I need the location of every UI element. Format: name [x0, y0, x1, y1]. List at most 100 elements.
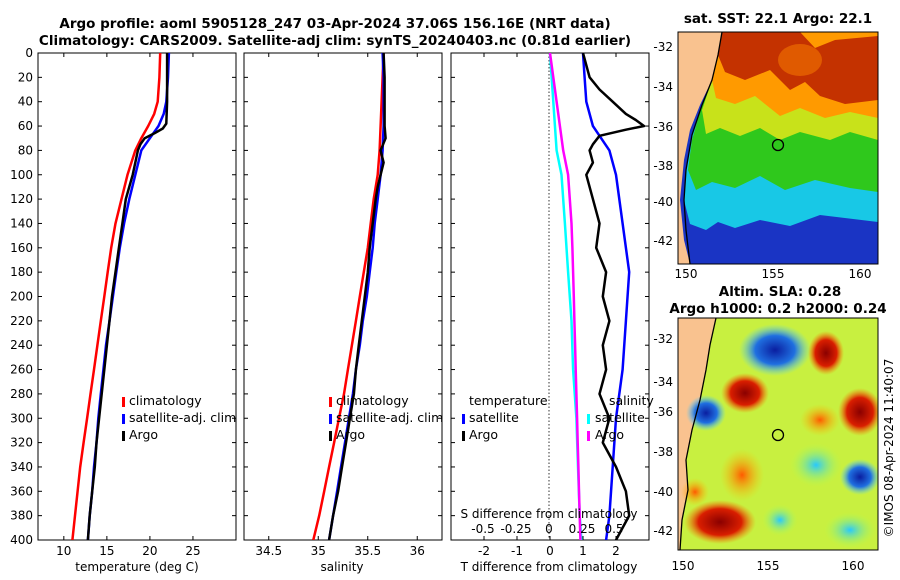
sla-map-field	[678, 318, 878, 550]
legend-label-argo: Argo	[336, 427, 365, 442]
legend-swatch-t-argo	[462, 431, 465, 441]
temperature-xlabel: temperature (deg C)	[75, 560, 198, 574]
series-line-satellite-adj-clim	[86, 53, 171, 540]
s-diff-tick: 0.25	[569, 522, 596, 536]
difference-panel: -2 -1 0 1 2 T difference from climatology S …	[450, 52, 654, 574]
depth-tick-label: 100	[10, 168, 33, 182]
depth-tick-label: 20	[18, 70, 33, 84]
depth-tick-label: 220	[10, 314, 33, 328]
x-tick-label: 0	[546, 544, 554, 558]
series-line-t-argo	[581, 53, 646, 540]
difference-legend: temperature salinity satellite Argo sate…	[462, 393, 654, 442]
map-lon-tick: 150	[675, 267, 698, 281]
map-lat-tick: -36	[653, 120, 673, 134]
depth-tick-label: 140	[10, 216, 33, 230]
sla-map-title-2: Argo h1000: 0.2 h2000: 0.24	[669, 301, 886, 317]
temperature-axes-frame	[37, 52, 237, 541]
map-lon-tick: 150	[672, 559, 695, 573]
map-lat-tick: -38	[653, 445, 673, 459]
depth-tick-label: 360	[10, 484, 33, 498]
depth-tick-label: 200	[10, 290, 33, 304]
map-lon-tick: 160	[842, 559, 865, 573]
legend-label-argo: Argo	[129, 427, 158, 442]
sst-eddy	[778, 44, 822, 76]
difference-axes-frame	[450, 52, 650, 541]
salinity-x-ticks: 34.5 35 35.5 36	[255, 53, 425, 558]
series-line-satellite-adj-clim	[327, 53, 385, 540]
title-line-1: Argo profile: aoml 5905128_247 03-Apr-20…	[59, 16, 610, 32]
salinity-difference-ticks: -0.5 -0.25 0 0.25 0.5	[471, 522, 623, 536]
map-lat-tick: -40	[653, 485, 673, 499]
series-line-argo	[86, 53, 169, 540]
sst-map-title: sat. SST: 22.1 Argo: 22.1	[684, 11, 872, 27]
depth-tick-label: 340	[10, 460, 33, 474]
x-tick-label: 2	[612, 544, 620, 558]
depth-tick-label: 160	[10, 241, 33, 255]
map-lat-tick: -32	[653, 40, 673, 54]
depth-tick-label: 320	[10, 436, 33, 450]
s-diff-tick: 0.5	[604, 522, 623, 536]
temperature-legend: climatology satellite-adj. clim Argo	[122, 393, 236, 442]
map-lon-tick: 155	[757, 559, 780, 573]
salinity-legend: climatology satellite-adj. clim Argo	[329, 393, 443, 442]
x-tick-label: 36	[410, 544, 425, 558]
depth-tick-label: 80	[18, 143, 33, 157]
depth-tick-label: 400	[10, 533, 33, 547]
legend-swatch-argo	[122, 431, 125, 441]
legend-label-s-satellite: satellite	[595, 410, 645, 425]
legend-swatch-climatology	[329, 397, 332, 407]
series-line-t-satellite	[581, 53, 631, 540]
sla-map-y-ticks: -32 -34 -36 -38 -40 -42	[653, 332, 673, 538]
sla-eddies	[681, 324, 878, 548]
sla-map-x-ticks: 150 155 160	[672, 559, 865, 573]
sla-map-frame	[677, 317, 879, 551]
difference-xlabel-top: S difference from climatology	[461, 507, 638, 521]
legend-swatch-climatology	[122, 397, 125, 407]
legend-title-salinity: salinity	[609, 393, 654, 408]
depth-tick-label: 40	[18, 95, 33, 109]
s-diff-tick: -0.25	[500, 522, 531, 536]
legend-label-t-argo: Argo	[469, 427, 498, 442]
x-tick-label: 10	[56, 544, 71, 558]
series-line-s-satellite	[548, 53, 583, 540]
x-tick-label: 1	[579, 544, 587, 558]
legend-swatch-s-argo	[587, 431, 590, 441]
depth-tick-label: 240	[10, 338, 33, 352]
map-lat-tick: -34	[653, 375, 673, 389]
legend-label-s-argo: Argo	[595, 427, 624, 442]
map-lat-tick: -38	[653, 159, 673, 173]
depth-tick-label: 280	[10, 387, 33, 401]
sst-map-y-ticks: -32 -34 -36 -38 -40 -42	[653, 40, 673, 248]
legend-swatch-satellite	[122, 414, 125, 424]
x-tick-label: 35.5	[354, 544, 381, 558]
difference-xlabel: T difference from climatology	[460, 560, 638, 574]
x-tick-label: 34.5	[255, 544, 282, 558]
salinity-xlabel: salinity	[320, 560, 363, 574]
salinity-panel: 34.5 35 35.5 36 salinity climatology satell…	[243, 52, 443, 574]
series-line-climatology	[71, 53, 162, 540]
temperature-panel: 0 20 40 60 80 100 120 140 160 180 200 220 240 260 280 3…	[10, 46, 237, 574]
depth-tick-label: 60	[18, 119, 33, 133]
x-tick-label: 25	[185, 544, 200, 558]
sst-map: sat. SST: 22.1 Argo: 22.1 -32 -34 -36 -3…	[653, 11, 879, 281]
map-lat-tick: -36	[653, 405, 673, 419]
series-line-s-argo	[548, 53, 582, 540]
legend-label-t-satellite: satellite	[469, 410, 519, 425]
map-lat-tick: -40	[653, 195, 673, 209]
depth-tick-label: 0	[25, 46, 33, 60]
series-line-argo	[327, 53, 387, 540]
argo-float-position-marker	[771, 138, 785, 152]
sst-map-frame	[677, 31, 879, 265]
legend-label-satellite: satellite-adj. clim	[129, 410, 236, 425]
legend-title-temperature: temperature	[469, 393, 548, 408]
legend-label-climatology: climatology	[336, 393, 409, 408]
x-tick-label: -1	[511, 544, 523, 558]
coastline	[683, 32, 723, 264]
temperature-x-ticks: 10 15 20 25	[56, 53, 201, 558]
map-lat-tick: -34	[653, 80, 673, 94]
difference-y-tickmarks	[451, 52, 649, 541]
x-tick-label: -2	[478, 544, 490, 558]
difference-series	[548, 53, 646, 540]
sst-map-field	[678, 32, 878, 264]
sst-map-x-ticks: 150 155 160	[675, 267, 872, 281]
